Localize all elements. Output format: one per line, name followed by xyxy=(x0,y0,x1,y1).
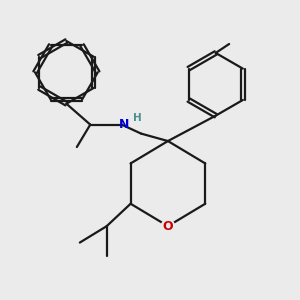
Circle shape xyxy=(161,220,175,233)
Text: O: O xyxy=(163,220,173,232)
Text: N: N xyxy=(119,118,129,131)
Text: H: H xyxy=(133,113,142,123)
